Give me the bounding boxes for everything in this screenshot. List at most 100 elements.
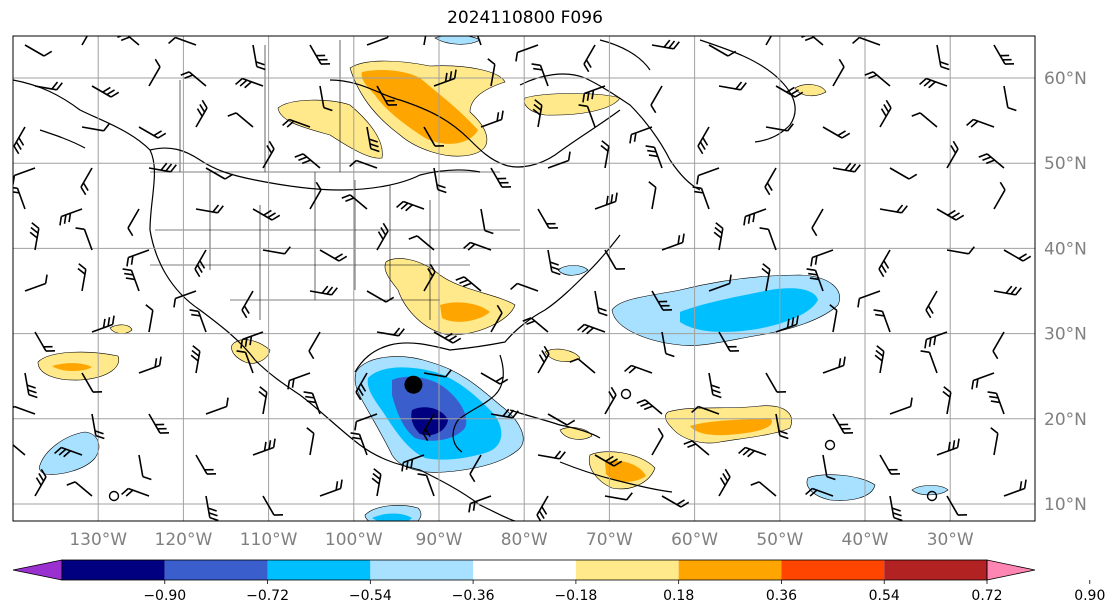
wind-barb	[873, 309, 891, 333]
wind-barb	[936, 44, 950, 71]
wind-barb	[282, 118, 311, 128]
wind-barb	[708, 44, 737, 57]
wind-barb	[294, 153, 321, 169]
anomaly-neg-pacific	[38, 431, 100, 475]
wind-barb	[992, 331, 1005, 360]
wind-barb	[306, 427, 315, 456]
anomaly-neg-eatl	[806, 474, 876, 501]
wind-barb	[308, 331, 321, 360]
wind-barb	[978, 153, 1005, 169]
colorbar-segment	[678, 560, 782, 580]
wind-barb	[536, 495, 549, 521]
wind-barb	[718, 331, 740, 352]
wind-barb	[510, 282, 539, 292]
colorbar-tick-label: 0.90	[1074, 588, 1105, 604]
wind-barb	[604, 249, 626, 270]
wind-barb	[252, 438, 276, 456]
wind-barb	[24, 372, 38, 399]
lat-tick-label: 30°N	[1044, 325, 1087, 345]
lon-tick-label: 120°W	[155, 530, 213, 550]
colorbar-tick-label: −0.18	[554, 588, 597, 604]
wind-barb	[145, 304, 154, 333]
calm-circle	[108, 490, 120, 502]
wind-barb	[80, 167, 93, 196]
wind-barb	[801, 36, 824, 46]
wind-barb	[547, 413, 576, 426]
lon-tick-label: 110°W	[240, 530, 298, 550]
wind-barb	[636, 399, 663, 415]
wind-barb	[34, 81, 63, 91]
wind-barb	[417, 473, 435, 497]
wind-barb	[127, 208, 140, 237]
wind-barb	[13, 443, 26, 456]
wind-barb	[81, 123, 110, 132]
wind-barb	[805, 487, 834, 497]
wind-barb	[490, 167, 512, 188]
anomaly-pos-small	[544, 348, 581, 362]
wind-barb	[1003, 249, 1032, 262]
wind-barb	[764, 167, 777, 196]
wind-barb	[759, 227, 777, 251]
wind-barb	[122, 268, 140, 292]
wind-barb	[600, 140, 610, 169]
wind-barb	[24, 44, 53, 57]
wind-barb	[480, 110, 504, 128]
wind-barb	[262, 495, 284, 516]
wind-barb	[661, 495, 690, 508]
wind-barb	[319, 479, 343, 497]
wind-barb	[864, 71, 891, 87]
anomaly-pos-pacific-core	[52, 363, 92, 371]
anomaly-pos-small4	[109, 324, 133, 334]
colorbar-segment	[62, 560, 165, 580]
wind-barb	[376, 327, 405, 337]
wind-barb	[577, 323, 606, 335]
wind-barb	[77, 263, 87, 292]
wind-barb	[993, 285, 1022, 296]
wind-barb	[879, 99, 892, 128]
wind-barb	[889, 397, 913, 415]
wind-barb	[537, 208, 559, 229]
colorbar-extend-max	[986, 559, 1036, 581]
wind-barb	[822, 454, 836, 481]
wind-barb	[148, 162, 177, 173]
wind-barb	[651, 39, 680, 50]
wind-barb	[91, 413, 105, 440]
colorbar-segment	[370, 560, 474, 580]
wind-barb	[138, 454, 152, 481]
wind-barb	[936, 438, 960, 456]
wind-barb	[583, 44, 596, 73]
wind-barb	[515, 44, 539, 62]
wind-barb	[258, 386, 268, 415]
wind-barb	[303, 391, 321, 415]
wind-barb	[148, 413, 170, 434]
wind-barb	[889, 167, 918, 180]
wind-barb	[205, 495, 219, 521]
wind-barb	[879, 204, 908, 214]
colorbar-segment	[884, 560, 987, 580]
lon-tick-label: 40°W	[842, 530, 889, 550]
wind-barb	[547, 249, 561, 276]
wind-barb	[547, 151, 571, 169]
wind-barb	[810, 249, 834, 267]
wind-barb	[822, 126, 851, 139]
wind-barb	[775, 315, 799, 333]
wind-barb	[59, 208, 83, 226]
wind-barb	[66, 481, 93, 497]
wind-barb	[148, 58, 161, 87]
wind-barb	[775, 413, 789, 440]
wind-barb	[34, 468, 47, 497]
wind-barb	[829, 304, 838, 333]
anomaly-neg-small5	[911, 485, 949, 496]
wind-barb	[765, 372, 787, 393]
wind-barb	[987, 391, 1005, 415]
wind-barb	[121, 487, 150, 497]
wind-barb	[624, 364, 653, 374]
wind-barb	[629, 126, 653, 144]
calm-circle	[926, 490, 938, 502]
wind-barb	[490, 408, 519, 419]
storm-center-marker	[404, 375, 423, 394]
wind-barb	[423, 369, 452, 378]
wind-barb	[832, 58, 845, 87]
wind-barb	[241, 290, 254, 319]
